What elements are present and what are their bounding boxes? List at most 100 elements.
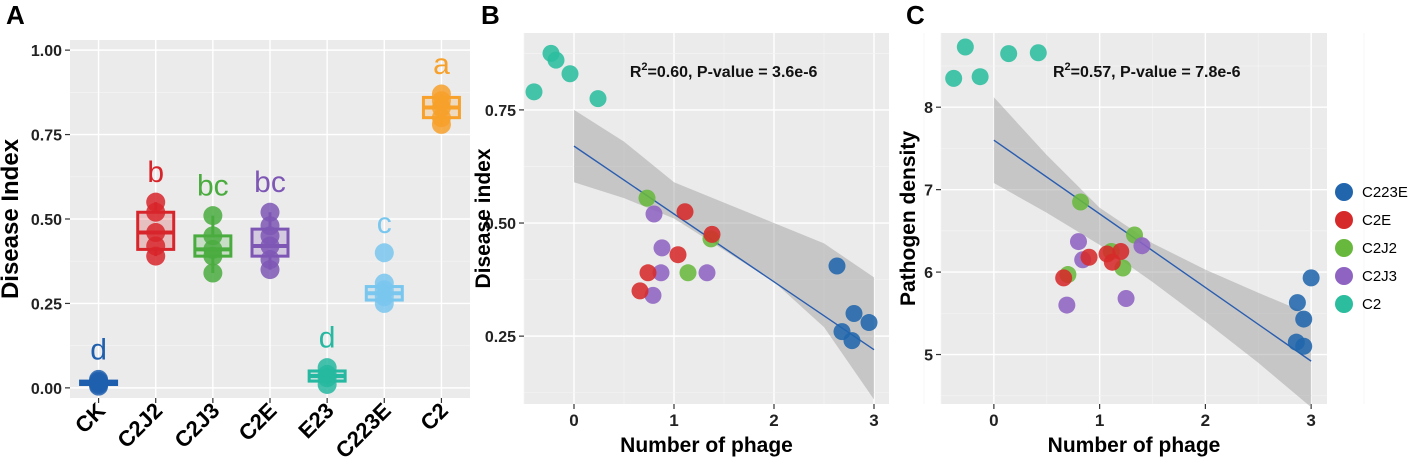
x-axis-title: Number of phage (620, 434, 793, 457)
data-point (1069, 233, 1087, 251)
y-axis-title: Disease index (472, 148, 495, 288)
data-point (260, 216, 280, 236)
legend-label: C2E (1362, 212, 1391, 229)
data-point (1055, 269, 1073, 287)
regression-line (993, 139, 1312, 362)
data-point (1302, 269, 1320, 287)
significance-letter: d (90, 333, 107, 366)
data-point (1029, 44, 1047, 62)
panel-a: A 0.00 0.25 0.50 0.75 1.00 Disease Index d CK b C2… (0, 0, 470, 463)
data-point (1072, 193, 1090, 211)
significance-letter: bc (254, 166, 286, 199)
series-c2e (1055, 242, 1130, 287)
legend-swatch (1335, 239, 1353, 257)
panel-letter-b: B (481, 0, 500, 30)
legend-item-c2j3: C2J3 (1335, 267, 1397, 285)
data-point (653, 239, 671, 257)
x-category-label: CK (70, 398, 110, 438)
x-category-label: C2J3 (170, 398, 225, 453)
y-tick-label: 6 (924, 265, 933, 282)
data-point (203, 206, 223, 226)
data-point (561, 65, 579, 83)
y-tick-label: 1.00 (31, 43, 62, 60)
legend-swatch (1335, 267, 1353, 285)
x-axis-title: Number of phage (1048, 434, 1221, 457)
data-point (639, 264, 657, 282)
x-category-label: C2E (234, 398, 282, 446)
data-point (146, 192, 166, 212)
y-tick-label: 0.50 (31, 212, 62, 229)
legend-label: C2J3 (1362, 268, 1397, 285)
series-c223e (1287, 269, 1320, 355)
annotation-text: =0.57, P-value = 7.8e-6 (1071, 64, 1241, 81)
legend-label: C2J2 (1362, 240, 1397, 257)
x-tick-label: 0 (989, 411, 998, 430)
y-axis-title: Disease Index (0, 138, 24, 299)
y-axis-title: Pathogen density (897, 131, 920, 306)
data-point (1288, 294, 1306, 312)
data-point (89, 369, 109, 389)
y-tick-label: 0.75 (31, 128, 62, 145)
data-point (374, 243, 394, 263)
legend-item-c2e: C2E (1335, 211, 1391, 229)
data-point (945, 69, 963, 87)
y-tick-label: 0.00 (31, 381, 62, 398)
data-point (676, 203, 694, 221)
data-point (645, 205, 663, 223)
x-tick-label: 2 (1201, 411, 1210, 430)
data-point (631, 282, 649, 300)
stats-annotation: R2=0.57, P-value = 7.8e-6 (1053, 61, 1241, 81)
legend-swatch (1335, 183, 1353, 201)
data-point (317, 358, 337, 378)
y-tick-label: 0.50 (485, 216, 516, 233)
data-point (669, 246, 687, 264)
data-point (146, 236, 166, 256)
data-point (1103, 253, 1121, 271)
x-tick-label: 0 (569, 411, 578, 430)
data-point (203, 226, 223, 246)
data-point (652, 264, 670, 282)
x-category-label: C2 (415, 398, 453, 436)
data-point (260, 202, 280, 222)
y-tick-label: 0.25 (31, 296, 62, 313)
y-tick-label: 0.75 (485, 103, 516, 120)
data-point (638, 189, 656, 207)
data-point (860, 314, 878, 332)
data-point (679, 264, 697, 282)
series-c2 (525, 44, 607, 108)
data-point (1058, 296, 1076, 314)
stats-annotation: R2=0.60, P-value = 3.6e-6 (630, 61, 818, 81)
data-point (203, 263, 223, 283)
x-category-label: C2J2 (112, 398, 167, 453)
series-c2 (945, 38, 1047, 87)
data-point (1117, 289, 1135, 307)
annotation-text: =0.60, P-value = 3.6e-6 (648, 64, 818, 81)
significance-letter: d (319, 322, 336, 355)
legend-label: C2 (1362, 296, 1381, 313)
data-point (203, 239, 223, 259)
significance-letter: bc (197, 170, 229, 203)
x-tick-label: 1 (1095, 411, 1104, 430)
panel-letter-c: C (906, 0, 925, 30)
x-tick-label: 3 (1306, 411, 1315, 430)
data-point (956, 38, 974, 56)
legend-item-c2: C2 (1335, 295, 1381, 313)
legend-item-c223e: C223E (1335, 183, 1408, 201)
data-point (260, 250, 280, 270)
data-point (703, 225, 721, 243)
confidence-band (574, 109, 874, 400)
series-c2e (631, 203, 721, 300)
data-point (1133, 237, 1151, 255)
legend: C223E C2E C2J2 C2J3 C2 (1335, 183, 1408, 313)
x-category-label: C223E (331, 398, 396, 463)
annotation-r: R (1053, 64, 1065, 81)
x-tick-label: 3 (869, 411, 878, 430)
legend-swatch (1335, 211, 1353, 229)
data-point (971, 68, 989, 86)
data-point (431, 84, 451, 104)
x-category-label: E23 (293, 398, 338, 443)
data-point (525, 83, 543, 101)
data-point (1080, 248, 1098, 266)
